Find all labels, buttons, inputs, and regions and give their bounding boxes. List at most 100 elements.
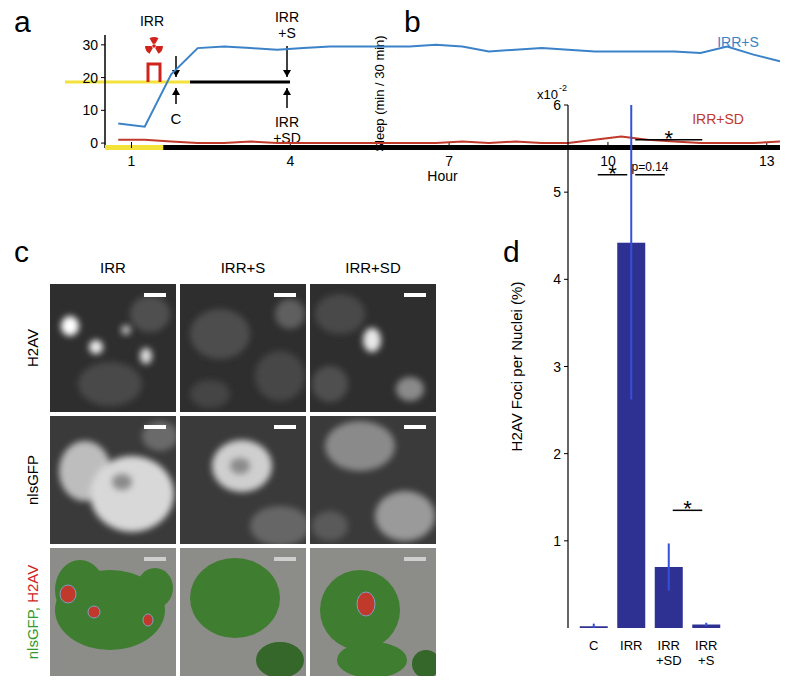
scale-bar bbox=[274, 425, 296, 429]
image-blob bbox=[325, 421, 395, 471]
image-blob bbox=[412, 650, 436, 676]
x-axis-label: Hour bbox=[427, 168, 458, 184]
timeline-diagram: IRRCIRR+SIRR+SD bbox=[65, 9, 301, 146]
x-tick-label: IRR bbox=[620, 638, 642, 653]
y-tick bbox=[101, 77, 105, 78]
image-blob bbox=[312, 366, 348, 402]
y-tick-label: 1 bbox=[553, 533, 561, 549]
micrograph bbox=[310, 284, 436, 412]
radiation-icon bbox=[152, 44, 156, 48]
micrograph bbox=[50, 284, 176, 412]
y-tick bbox=[564, 366, 568, 367]
y-tick bbox=[564, 540, 568, 541]
y-tick-label: 0 bbox=[90, 135, 98, 151]
row-label: nlsGFP, H2AV bbox=[24, 565, 41, 660]
x-tick-label: IRR+S bbox=[695, 638, 717, 668]
image-blob bbox=[337, 642, 407, 676]
diagram-label: +S bbox=[278, 25, 296, 41]
row-label-part: nlsGFP, bbox=[24, 607, 41, 659]
image-background bbox=[180, 284, 306, 412]
series-label: IRR+SD bbox=[692, 111, 744, 127]
micrographs: IRRIRR+SIRR+SDH2AVnlsGFPnlsGFP, H2AV bbox=[24, 259, 440, 678]
column-label: IRR+S bbox=[221, 259, 266, 276]
image-blob bbox=[255, 351, 305, 401]
image-blob bbox=[55, 560, 105, 620]
y-tick-label: 30 bbox=[82, 37, 98, 53]
image-blob bbox=[230, 458, 250, 474]
y-axis-label: H2AV Foci per Nuclei (%) bbox=[508, 282, 525, 452]
x-tick-label: 1 bbox=[128, 153, 136, 169]
significance-label: * bbox=[664, 126, 673, 151]
diagram-label: C bbox=[171, 110, 182, 127]
micrograph bbox=[310, 416, 436, 544]
row-label: nlsGFP bbox=[24, 455, 41, 505]
x-tick bbox=[131, 142, 132, 148]
x-tick bbox=[607, 142, 608, 148]
light-bar bbox=[105, 145, 163, 150]
sleep-chart: 01020301471013HourSleep (min / 30 min)IR… bbox=[82, 34, 780, 184]
significance-label: * bbox=[608, 161, 617, 186]
y-tick bbox=[101, 143, 105, 144]
scale-bar bbox=[274, 293, 296, 297]
scale-bar bbox=[144, 425, 166, 429]
scale-bar bbox=[404, 557, 426, 561]
image-blob bbox=[121, 325, 131, 335]
image-blob bbox=[375, 491, 435, 541]
diagram-label: IRR bbox=[275, 9, 299, 25]
x-tick-label: 13 bbox=[759, 153, 775, 169]
error-bar bbox=[630, 105, 632, 400]
image-background bbox=[50, 284, 176, 412]
y-tick bbox=[101, 110, 105, 111]
image-blob bbox=[89, 340, 103, 354]
image-blob bbox=[190, 558, 280, 638]
y-tick-label: 5 bbox=[553, 184, 561, 200]
image-blob bbox=[88, 606, 100, 618]
y-tick bbox=[101, 44, 105, 45]
arrowhead bbox=[283, 70, 291, 77]
micrograph bbox=[50, 548, 176, 676]
image-blob bbox=[363, 328, 381, 352]
image-blob bbox=[112, 474, 132, 490]
scale-bar bbox=[144, 293, 166, 297]
label-line: IRR bbox=[658, 638, 680, 653]
axis-multiplier: x10 bbox=[537, 87, 558, 102]
image-blob bbox=[140, 348, 152, 364]
y-tick-label: 20 bbox=[82, 70, 98, 86]
y-axis-label: Sleep (min / 30 min) bbox=[372, 35, 387, 151]
micrograph bbox=[50, 416, 176, 544]
image-background bbox=[310, 416, 436, 544]
row-label-part: H2AV bbox=[24, 565, 41, 607]
micrograph bbox=[310, 548, 436, 676]
foci-chart: 123456x10-2H2AV Foci per Nuclei (%)CIRRI… bbox=[508, 83, 720, 668]
image-blob bbox=[190, 380, 230, 408]
scale-bar bbox=[144, 557, 166, 561]
radiation-icon bbox=[150, 37, 159, 44]
y-tick-label: 10 bbox=[82, 102, 98, 118]
panel-label: a bbox=[14, 5, 31, 38]
label-line: IRR bbox=[695, 638, 717, 653]
dark-bar bbox=[163, 145, 780, 150]
label-line: +S bbox=[698, 653, 715, 668]
image-blob bbox=[212, 440, 272, 492]
series-label: IRR+S bbox=[717, 34, 759, 50]
radiation-icon bbox=[155, 46, 163, 54]
dark-line bbox=[190, 81, 290, 84]
image-blob bbox=[90, 456, 174, 532]
x-tick-label: IRR+SD bbox=[656, 638, 682, 668]
x-tick-label: 7 bbox=[445, 153, 453, 169]
y-tick bbox=[564, 105, 568, 106]
x-tick-label: 4 bbox=[286, 153, 294, 169]
micrograph bbox=[180, 416, 306, 544]
figure: abcdIRRCIRR+SIRR+SD01020301471013HourSle… bbox=[0, 0, 787, 689]
image-blob bbox=[396, 377, 424, 401]
image-blob bbox=[320, 570, 400, 650]
image-blob bbox=[78, 362, 142, 406]
significance-label: p=0.14 bbox=[631, 160, 668, 174]
plot-area bbox=[118, 45, 780, 143]
error-bar bbox=[668, 543, 670, 590]
series-line bbox=[118, 45, 780, 127]
panel-label: b bbox=[404, 5, 421, 38]
significance-label: * bbox=[683, 496, 692, 521]
y-tick bbox=[564, 279, 568, 280]
axis-multiplier-exponent: -2 bbox=[559, 83, 567, 93]
